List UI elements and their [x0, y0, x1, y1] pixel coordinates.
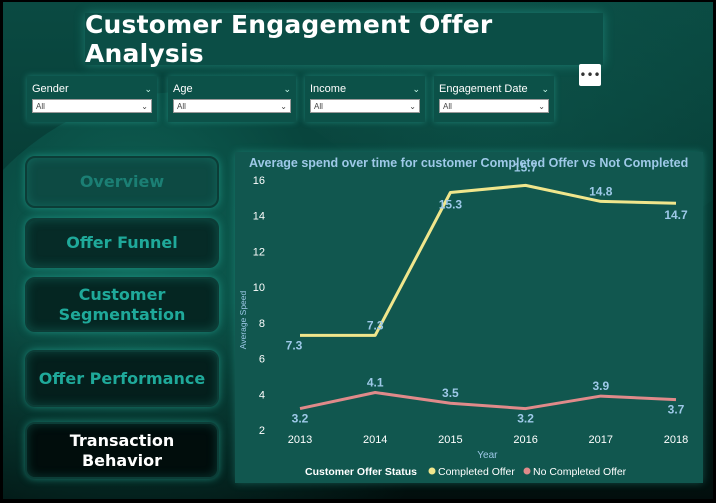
data-label: 14.7	[664, 208, 688, 222]
more-options-icon[interactable]: •••	[579, 64, 601, 86]
data-label: 3.9	[592, 379, 609, 393]
nav-overview[interactable]: Overview	[25, 156, 219, 208]
nav-customer-segmentation[interactable]: Customer Segmentation	[25, 277, 219, 332]
data-label: 3.7	[668, 403, 685, 417]
chevron-down-icon[interactable]: ⌄	[144, 83, 152, 94]
x-tick-label: 2014	[363, 434, 387, 446]
nav-transaction-behavior[interactable]: Transaction Behavior	[25, 422, 219, 479]
y-tick-label: 8	[259, 318, 265, 330]
filter-engagement-date[interactable]: Engagement Date ⌄ All ⌄	[434, 76, 554, 122]
data-label: 15.7	[514, 160, 538, 174]
series-line-completed	[300, 183, 677, 337]
data-label: 3.5	[442, 386, 459, 400]
legend-marker-completed	[428, 467, 436, 475]
filter-engagement-date-select[interactable]: All ⌄	[439, 99, 549, 113]
chevron-down-icon[interactable]: ⌄	[412, 83, 420, 94]
chevron-down-icon: ⌄	[141, 101, 148, 111]
data-label: 3.2	[292, 412, 309, 426]
chart-title: Average spend over time for customer Com…	[249, 156, 688, 170]
series-line-not-completed	[299, 391, 677, 411]
y-tick-label: 14	[253, 211, 265, 223]
data-label: 15.3	[439, 198, 463, 212]
nav-offer-funnel[interactable]: Offer Funnel	[25, 218, 219, 268]
filter-income-select[interactable]: All ⌄	[310, 99, 420, 113]
x-tick-label: 2017	[589, 434, 613, 446]
line-chart-panel: Average spend over time for customer Com…	[235, 152, 703, 483]
filter-gender-label: Gender	[32, 83, 69, 95]
line-chart: Average spend over time for customer Com…	[238, 156, 688, 478]
y-tick-label: 4	[259, 389, 265, 401]
legend-item-not-completed: No Completed Offer	[533, 466, 627, 478]
nav-offer-performance[interactable]: Offer Performance	[25, 350, 219, 407]
filter-age[interactable]: Age ⌄ All ⌄	[168, 76, 296, 122]
data-label: 3.2	[517, 412, 534, 426]
filter-income-label: Income	[310, 83, 347, 95]
chevron-down-icon[interactable]: ⌄	[283, 83, 291, 94]
legend-marker-not-completed	[523, 467, 531, 475]
legend-title: Customer Offer Status	[305, 466, 417, 478]
filter-gender-select[interactable]: All ⌄	[32, 99, 152, 113]
filter-age-select[interactable]: All ⌄	[173, 99, 291, 113]
data-label: 7.3	[286, 338, 303, 352]
chevron-down-icon: ⌄	[409, 101, 416, 111]
x-tick-label: 2018	[664, 434, 688, 446]
filter-gender[interactable]: Gender ⌄ All ⌄	[27, 76, 157, 122]
filter-age-label: Age	[173, 83, 193, 95]
y-axis-label: Average Speed	[238, 291, 248, 350]
page-title: Customer Engagement Offer Analysis	[85, 10, 493, 68]
y-tick-label: 12	[253, 246, 265, 258]
y-tick-label: 6	[259, 354, 265, 366]
y-tick-label: 2	[259, 425, 265, 437]
y-tick-label: 16	[253, 175, 265, 187]
page-title-box: Customer Engagement Offer Analysis	[85, 10, 603, 68]
filter-income[interactable]: Income ⌄ All ⌄	[305, 76, 425, 122]
data-label: 4.1	[367, 376, 384, 390]
filter-engagement-date-label: Engagement Date	[439, 83, 528, 95]
chevron-down-icon[interactable]: ⌄	[541, 83, 549, 94]
y-tick-label: 10	[253, 282, 265, 294]
x-axis-label: Year	[477, 450, 498, 461]
chevron-down-icon: ⌄	[538, 101, 545, 111]
data-label: 14.8	[589, 184, 613, 198]
chevron-down-icon: ⌄	[280, 101, 287, 111]
data-label: 7.3	[367, 318, 384, 332]
x-tick-label: 2015	[438, 434, 462, 446]
x-tick-label: 2013	[288, 434, 312, 446]
legend-item-completed: Completed Offer	[438, 466, 515, 478]
dashboard-canvas: Customer Engagement Offer Analysis ••• G…	[3, 2, 713, 499]
x-tick-label: 2016	[513, 434, 537, 446]
